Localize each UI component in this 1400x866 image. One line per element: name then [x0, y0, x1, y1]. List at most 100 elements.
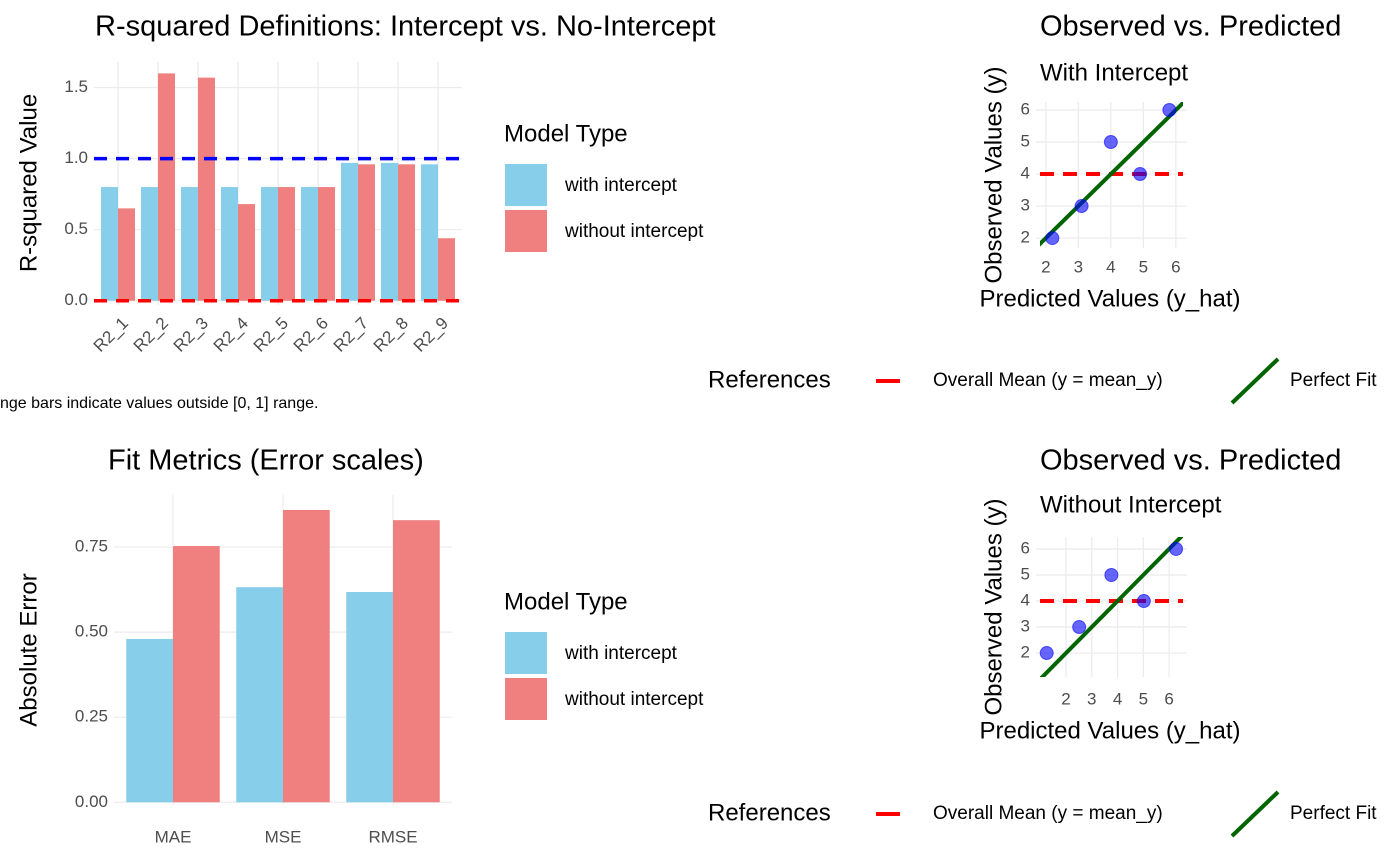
y-tick-label: 1.0 [64, 148, 88, 167]
legend-title: References [708, 799, 831, 826]
x-tick-label: R2_2 [130, 314, 172, 356]
legend-key [505, 632, 547, 674]
y-tick-label: 0.50 [75, 622, 108, 641]
y-axis-label: Observed Values (y) [980, 67, 1007, 284]
x-tick-label: R2_6 [290, 314, 332, 356]
legend-label: Overall Mean (y = mean_y) [933, 803, 1163, 824]
bar [126, 638, 173, 803]
legend-key [505, 164, 547, 206]
y-tick-label: 0.75 [75, 537, 108, 556]
legend-title: References [708, 366, 831, 393]
bar [101, 187, 118, 301]
bar [358, 164, 375, 301]
bar [238, 204, 255, 301]
y-tick-label: 2 [1021, 643, 1030, 662]
chart-title: R-squared Definitions: Intercept vs. No-… [95, 11, 716, 43]
point [1039, 646, 1054, 661]
y-axis-label: Observed Values (y) [980, 499, 1007, 716]
y-tick-label: 2 [1021, 228, 1030, 247]
x-tick-label: 6 [1164, 689, 1173, 708]
y-tick-label: 0.25 [75, 707, 108, 726]
legend-label: with intercept [564, 175, 678, 196]
x-tick-label: MSE [265, 827, 302, 846]
bar [236, 587, 283, 803]
x-tick-label: R2_9 [410, 314, 452, 356]
bar [261, 187, 278, 301]
x-tick-label: 6 [1171, 257, 1180, 276]
perfect-fit-line [1040, 537, 1183, 677]
point [1133, 167, 1148, 182]
perfect-fit-line [1040, 102, 1183, 247]
y-tick-label: 1.5 [64, 77, 88, 96]
bar [173, 546, 220, 803]
y-tick-label: 0.0 [64, 290, 88, 309]
chart-subtitle: With Intercept [1040, 59, 1188, 86]
legend-label: without intercept [564, 221, 704, 242]
bar [181, 187, 198, 301]
bar [301, 187, 318, 301]
x-tick-label: 2 [1041, 257, 1050, 276]
bar [341, 162, 358, 301]
bar [141, 187, 158, 301]
x-tick-label: R2_1 [90, 314, 132, 356]
x-tick-label: R2_3 [170, 314, 212, 356]
x-tick-label: 3 [1087, 689, 1096, 708]
y-tick-label: 3 [1021, 196, 1030, 215]
legend-label: Perfect Fit [1290, 370, 1377, 391]
y-axis-label: Absolute Error [15, 573, 42, 726]
x-tick-label: MAE [155, 827, 192, 846]
x-tick-label: RMSE [368, 827, 417, 846]
point [1045, 231, 1060, 246]
y-tick-label: 4 [1021, 590, 1030, 609]
plot-area [1040, 537, 1183, 677]
caption: nge bars indicate values outside [0, 1] … [0, 395, 318, 412]
x-tick-label: 3 [1074, 257, 1083, 276]
plot-area [1040, 102, 1183, 247]
y-tick-label: 6 [1021, 538, 1030, 557]
x-tick-label: 5 [1139, 689, 1148, 708]
bar [421, 164, 438, 301]
point [1103, 135, 1118, 150]
legend-label: without intercept [564, 689, 704, 710]
legend-title: Model Type [504, 588, 628, 615]
point [1104, 567, 1119, 582]
chart-title: Fit Metrics (Error scales) [108, 445, 424, 477]
bar [278, 187, 295, 301]
bar [283, 509, 330, 803]
bar [221, 187, 238, 301]
x-axis-label: Predicted Values (y_hat) [979, 717, 1240, 744]
x-tick-label: R2_5 [250, 314, 292, 356]
legend-label: Overall Mean (y = mean_y) [933, 370, 1163, 391]
bar [158, 73, 175, 301]
y-tick-label: 3 [1021, 617, 1030, 636]
x-tick-label: 2 [1061, 689, 1070, 708]
y-tick-label: 6 [1021, 99, 1030, 118]
legend-label: with intercept [564, 643, 678, 664]
point [1072, 620, 1087, 635]
legend-label: Perfect Fit [1290, 803, 1377, 824]
chart-subtitle: Without Intercept [1040, 491, 1222, 518]
legend-key [1230, 790, 1280, 838]
y-tick-label: 5 [1021, 564, 1030, 583]
bar [381, 162, 398, 301]
x-tick-label: 4 [1113, 689, 1122, 708]
point [1169, 541, 1184, 556]
point [1136, 594, 1151, 609]
y-tick-label: 4 [1021, 164, 1030, 183]
chart-title: Observed vs. Predicted [1040, 445, 1341, 477]
x-tick-label: 4 [1106, 257, 1115, 276]
y-tick-label: 5 [1021, 132, 1030, 151]
legend-title: Model Type [504, 120, 628, 147]
y-tick-label: 0.00 [75, 792, 108, 811]
bar [118, 208, 135, 301]
chart-title: Observed vs. Predicted [1040, 11, 1341, 43]
bar [398, 164, 415, 301]
point [1162, 103, 1177, 118]
y-tick-label: 0.5 [64, 219, 88, 238]
x-tick-label: R2_7 [330, 314, 372, 356]
bar [318, 187, 335, 301]
point [1074, 199, 1089, 214]
bar [393, 520, 440, 803]
